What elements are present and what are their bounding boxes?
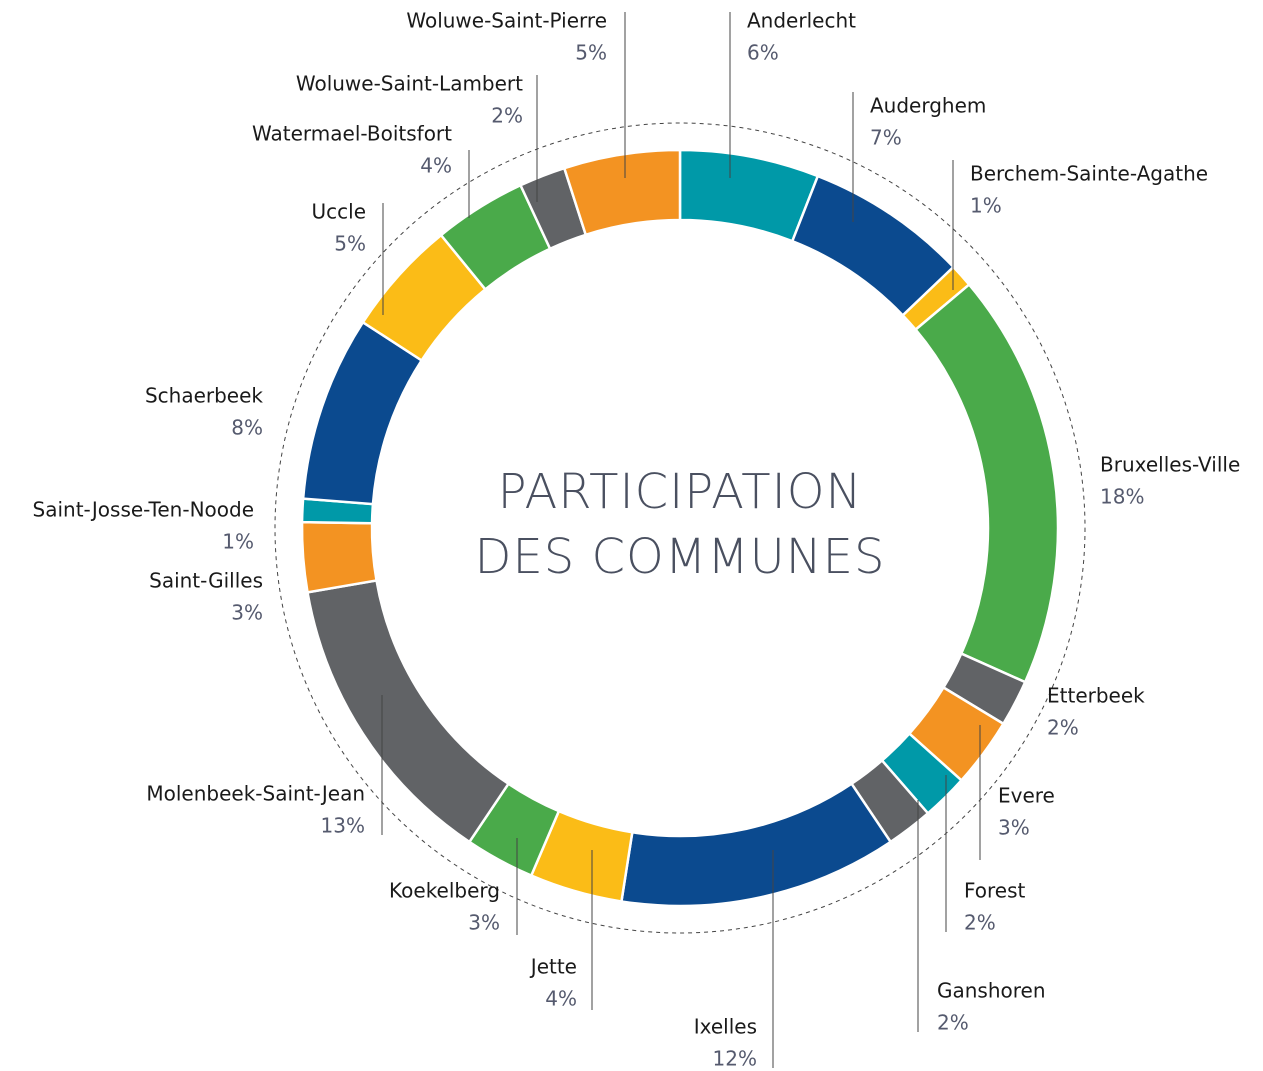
value-label: 12% — [713, 1047, 757, 1071]
donut-segment — [913, 282, 1060, 684]
category-label: Ganshoren — [937, 979, 1046, 1003]
category-label: Ixelles — [694, 1015, 757, 1039]
dashed-ring — [274, 122, 1086, 934]
category-label: Koekelberg — [389, 879, 500, 903]
category-label: Anderlecht — [747, 9, 856, 33]
value-label: 2% — [1047, 716, 1079, 740]
value-label: 18% — [1100, 485, 1144, 509]
value-label: 2% — [964, 911, 996, 935]
value-label: 1% — [970, 194, 1002, 218]
value-label: 4% — [420, 154, 452, 178]
value-label: 13% — [321, 814, 365, 838]
value-label: 2% — [491, 104, 523, 128]
category-label: Woluwe-Saint-Pierre — [406, 9, 607, 33]
value-label: 3% — [998, 816, 1030, 840]
value-label: 4% — [545, 987, 577, 1011]
category-label: Saint-Josse-Ten-Noode — [33, 498, 254, 522]
category-label: Saint-Gilles — [149, 569, 263, 593]
category-label: Uccle — [312, 200, 367, 224]
value-label: 3% — [468, 911, 500, 935]
value-label: 5% — [575, 41, 607, 65]
category-label: Berchem-Sainte-Agathe — [970, 162, 1208, 186]
category-label: Evere — [998, 784, 1055, 808]
value-label: 7% — [870, 126, 902, 150]
chart-title: PARTICIPATION — [498, 464, 863, 520]
value-label: 1% — [222, 530, 254, 554]
value-label: 2% — [937, 1011, 969, 1035]
category-label: Jette — [529, 955, 577, 979]
category-label: Forest — [964, 879, 1026, 903]
category-label: Auderghem — [870, 94, 986, 118]
category-label: Woluwe-Saint-Lambert — [296, 72, 523, 96]
donut-segment — [300, 520, 378, 594]
category-label: Schaerbeek — [145, 384, 263, 408]
value-label: 6% — [747, 41, 779, 65]
value-label: 3% — [231, 601, 263, 625]
category-label: Bruxelles-Ville — [1100, 453, 1240, 477]
category-label: Etterbeek — [1047, 684, 1145, 708]
donut-segment — [620, 782, 893, 908]
category-label: Molenbeek-Saint-Jean — [146, 782, 365, 806]
donut-segment — [562, 148, 682, 237]
category-label: Watermael-Boitsfort — [252, 122, 452, 146]
value-label: 8% — [231, 416, 263, 440]
chart-title: DES COMMUNES — [475, 529, 886, 585]
value-label: 5% — [334, 232, 366, 256]
